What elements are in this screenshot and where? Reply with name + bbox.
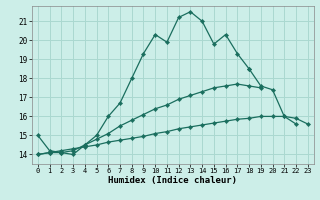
X-axis label: Humidex (Indice chaleur): Humidex (Indice chaleur) bbox=[108, 176, 237, 185]
